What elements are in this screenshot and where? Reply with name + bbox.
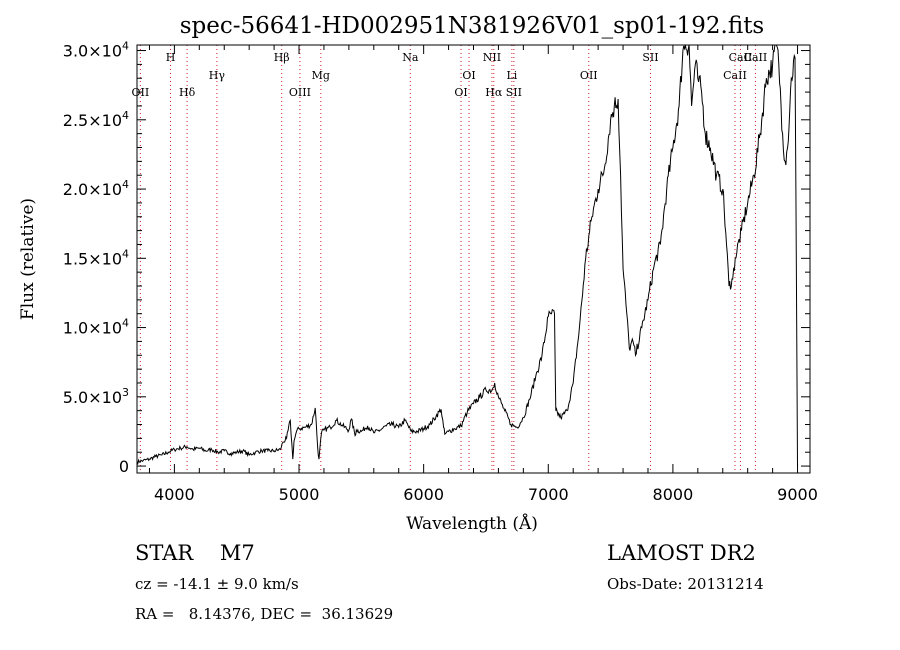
coordinates: RA = 8.14376, DEC = 36.13629	[135, 605, 394, 623]
spectral-line-markers	[139, 45, 756, 473]
line-label-1: H	[166, 51, 176, 64]
y-tick-label: 0	[119, 457, 129, 476]
line-label-5: OIII	[289, 86, 311, 99]
plot-frame	[136, 44, 811, 474]
redshift-velocity: cz = -14.1 ± 9.0 km/s	[135, 575, 299, 593]
line-label-18: CaII	[744, 51, 768, 64]
line-label-3: Hγ	[209, 69, 226, 82]
line-label-16: CaII	[723, 69, 747, 82]
line-label-12: Li	[506, 69, 517, 82]
x-tick-label: 6000	[403, 485, 444, 504]
line-label-9: OI	[462, 69, 475, 82]
y-tick-label: 1.0×104	[63, 317, 129, 338]
line-label-13: SII	[506, 86, 522, 99]
object-class: STAR M7	[135, 541, 255, 565]
observation-date: Obs-Date: 20131214	[607, 575, 764, 593]
x-axis: 4000 5000 6000 7000 8000 9000	[148, 45, 818, 504]
y-tick-label: 2.5×104	[63, 109, 129, 130]
x-tick-label: 4000	[154, 485, 195, 504]
y-tick-label: 1.5×104	[63, 247, 129, 268]
line-label-6: Mg	[312, 69, 330, 82]
x-tick-label: 7000	[528, 485, 569, 504]
line-label-11: Hα	[485, 86, 503, 99]
line-label-17: CaII	[729, 51, 753, 64]
line-label-14: OII	[580, 69, 598, 82]
y-tick-label: 3.0×104	[63, 40, 129, 61]
survey-name: LAMOST DR2	[607, 541, 756, 565]
line-label-2: Hδ	[179, 86, 196, 99]
x-tick-label: 9000	[777, 485, 818, 504]
y-tick-label: 2.0×104	[63, 178, 129, 199]
y-tick-label: 5.0×103	[63, 386, 129, 407]
spectral-line-labels: OIIHHδHγHβOIIIMgNaOIOINIIHαLiSIIOIISIICa…	[132, 51, 768, 99]
x-axis-label: Wavelength (Å)	[406, 513, 538, 534]
line-label-4: Hβ	[274, 51, 290, 64]
spectrum-line	[136, 44, 798, 467]
chart-title: spec-56641-HD002951N381926V01_sp01-192.f…	[180, 13, 765, 39]
x-tick-label: 8000	[653, 485, 694, 504]
line-label-7: Na	[402, 51, 419, 64]
line-label-15: SII	[642, 51, 658, 64]
x-tick-label: 5000	[279, 485, 320, 504]
y-axis: 0 5.0×103 1.0×104 1.5×104 2.0×104 2.5×104 3.0×…	[63, 40, 810, 476]
y-axis-label: Flux (relative)	[18, 198, 38, 320]
line-label-8: OI	[454, 86, 467, 99]
line-label-10: NII	[483, 51, 501, 64]
